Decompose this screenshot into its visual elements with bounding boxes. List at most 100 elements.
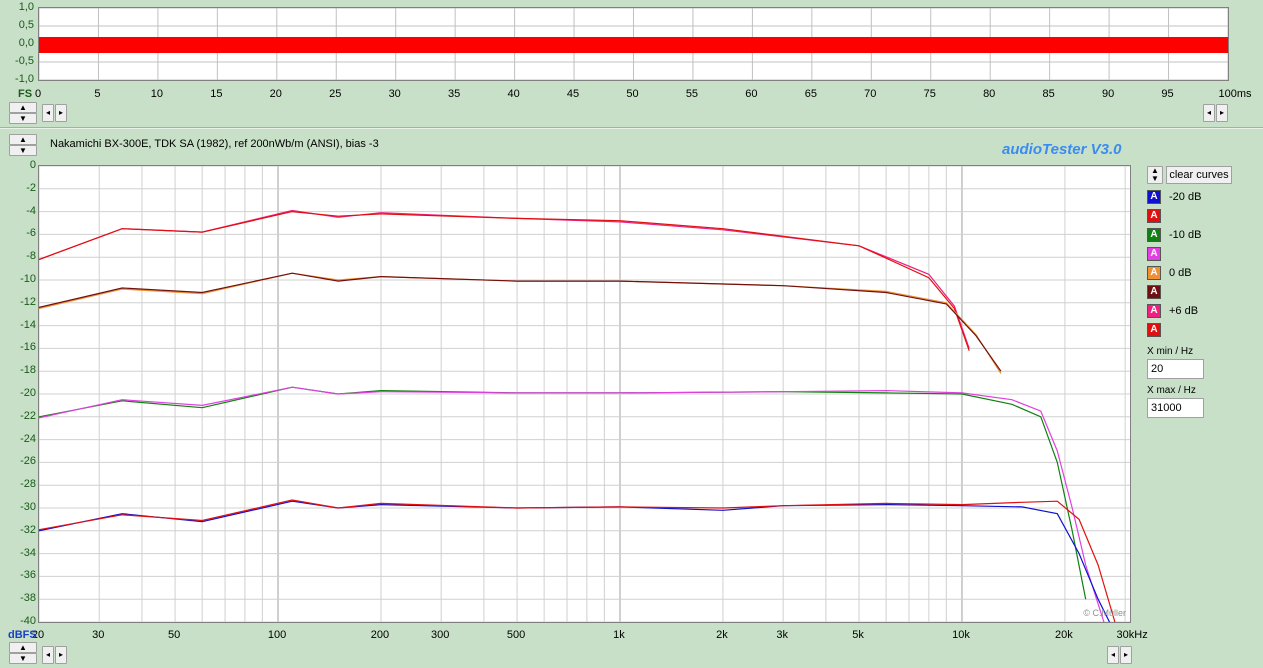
- freq-y-tick-label: -38: [20, 592, 36, 605]
- frequency-response-svg: [39, 166, 1130, 622]
- legend-swatch[interactable]: A: [1147, 228, 1161, 242]
- scope-x-tick-label: 20: [269, 88, 282, 100]
- xmax-field[interactable]: 31000: [1147, 398, 1204, 418]
- legend-item[interactable]: A: [1147, 208, 1169, 224]
- panel-divider[interactable]: [0, 127, 1263, 129]
- legend-item[interactable]: A: [1147, 284, 1169, 300]
- scope-x-tick-label: 65: [804, 88, 817, 100]
- freq-y-tick-label: -10: [20, 273, 36, 285]
- bottom-xzoom-right-button[interactable]: ▸: [1120, 646, 1132, 664]
- legend-swatch[interactable]: A: [1147, 266, 1161, 280]
- freq-y-tick-label: -12: [20, 295, 36, 308]
- freq-y-tick-label: -4: [26, 204, 36, 217]
- freq-x-tick-label: 3k: [776, 629, 788, 641]
- bottom-zoom-down-button[interactable]: ▼: [9, 653, 37, 664]
- freq-x-tick-label: 20: [31, 629, 45, 641]
- scope-y-unit: FS: [18, 88, 33, 100]
- series-line: [39, 500, 1111, 622]
- freq-y-tick-label: -14: [20, 318, 36, 331]
- freq-y-tick-label: -30: [20, 501, 36, 513]
- clear-curves-button[interactable]: clear curves: [1166, 166, 1232, 184]
- legend-swatch[interactable]: A: [1147, 209, 1161, 223]
- legend-label: -10 dB: [1169, 229, 1202, 241]
- freq-x-tick-label: 2k: [716, 629, 728, 641]
- legend-swatch[interactable]: A: [1147, 247, 1161, 261]
- freq-x-tick-label: 500: [506, 629, 526, 641]
- scope-xzoom-left-button[interactable]: ◂: [1203, 104, 1215, 122]
- freq-y-tick-label: -6: [26, 227, 36, 240]
- plot-zoom-up-button[interactable]: ▲: [9, 134, 37, 145]
- scope-x-tick-label: 70: [864, 88, 877, 100]
- scope-x-tick-label: 45: [566, 88, 580, 100]
- legend-item[interactable]: A -20 dB: [1147, 189, 1201, 205]
- legend-swatch[interactable]: A: [1147, 304, 1161, 318]
- freq-x-tick-label: 200: [370, 629, 390, 641]
- freq-y-tick-label: -22: [20, 409, 36, 422]
- legend-swatch[interactable]: A: [1147, 190, 1161, 204]
- frequency-response-plot: © C.Müller: [38, 165, 1131, 623]
- scope-y-tick-label: 0,5: [18, 19, 34, 31]
- freq-x-tick-label: 30kHz: [1116, 629, 1148, 641]
- scope-x-tick-label: 0: [34, 88, 42, 100]
- freq-x-tick-label: 100: [267, 629, 287, 641]
- legend-item[interactable]: A: [1147, 246, 1169, 262]
- scope-x-tick-label: 55: [685, 88, 699, 100]
- legend-item[interactable]: A +6 dB: [1147, 303, 1198, 319]
- freq-x-tick-label: 50: [167, 629, 181, 641]
- copyright-watermark: © C.Müller: [1083, 608, 1126, 618]
- freq-x-tick-label: 20k: [1055, 629, 1073, 641]
- bottom-scroll-left-button[interactable]: ◂: [42, 646, 54, 664]
- scope-x-tick-label: 30: [388, 88, 401, 100]
- measurement-title: Nakamichi BX-300E, TDK SA (1982), ref 20…: [50, 138, 379, 150]
- legend-item[interactable]: A -10 dB: [1147, 227, 1201, 243]
- series-line: [39, 272, 1002, 372]
- scope-scroll-right-button[interactable]: ▸: [55, 104, 67, 122]
- bottom-scroll-right-button[interactable]: ▸: [55, 646, 67, 664]
- bottom-zoom-up-button[interactable]: ▲: [9, 642, 37, 653]
- bottom-xzoom-left-button[interactable]: ◂: [1107, 646, 1119, 664]
- scope-xzoom-right-button[interactable]: ▸: [1216, 104, 1228, 122]
- freq-y-tick-label: -32: [20, 523, 36, 536]
- scope-x-tick-label: 35: [448, 88, 461, 100]
- legend-item[interactable]: A 0 dB: [1147, 265, 1192, 281]
- xmax-label: X max / Hz: [1147, 385, 1196, 396]
- scope-scroll-left-button[interactable]: ◂: [42, 104, 54, 122]
- waveform-trace: [39, 37, 1228, 53]
- freq-x-tick-label: 300: [431, 629, 450, 641]
- scope-x-tick-label: 40: [507, 88, 520, 100]
- scope-x-tick-label: 50: [626, 88, 639, 100]
- scope-x-tick-label: 75: [923, 88, 936, 100]
- scope-zoom-up-button[interactable]: ▲: [9, 102, 37, 113]
- scope-x-tick-label: 100ms: [1218, 88, 1252, 100]
- legend-item[interactable]: A: [1147, 322, 1169, 338]
- series-line: [39, 210, 970, 351]
- app-brand: audioTester V3.0: [1002, 141, 1122, 158]
- series-line: [39, 386, 1105, 622]
- legend-scroll-button[interactable]: ▲ ▼: [1147, 166, 1163, 184]
- scope-x-tick-label: 5: [94, 88, 101, 100]
- scope-y-tick-label: 1,0: [18, 1, 34, 13]
- scope-zoom-down-button[interactable]: ▼: [9, 113, 37, 124]
- scope-y-tick-label: 0,0: [18, 37, 34, 49]
- xmin-field[interactable]: 20: [1147, 359, 1204, 379]
- freq-y-tick-label: -8: [26, 250, 36, 263]
- legend-label: -20 dB: [1169, 191, 1202, 203]
- freq-x-tick-label: 30: [92, 629, 105, 641]
- scope-x-tick-label: 90: [1101, 88, 1115, 100]
- freq-x-tick-label: 5k: [852, 629, 864, 641]
- plot-zoom-down-button[interactable]: ▼: [9, 145, 37, 156]
- series-line: [39, 499, 1116, 622]
- freq-y-tick-label: -24: [20, 432, 36, 445]
- legend-swatch[interactable]: A: [1147, 285, 1161, 299]
- freq-y-tick-label: -20: [20, 387, 36, 399]
- scope-x-tick-label: 15: [210, 88, 223, 100]
- scope-x-tick-label: 80: [983, 88, 996, 100]
- scope-y-tick-label: -1,0: [15, 73, 34, 85]
- scope-x-tick-label: 95: [1161, 88, 1174, 100]
- freq-y-tick-label: -34: [20, 546, 36, 559]
- freq-y-tick-label: 0: [29, 159, 36, 171]
- legend-swatch[interactable]: A: [1147, 323, 1161, 337]
- freq-y-unit: dBFS: [8, 629, 37, 641]
- scope-x-tick-label: 10: [150, 88, 164, 100]
- freq-x-tick-label: 1k: [613, 629, 625, 641]
